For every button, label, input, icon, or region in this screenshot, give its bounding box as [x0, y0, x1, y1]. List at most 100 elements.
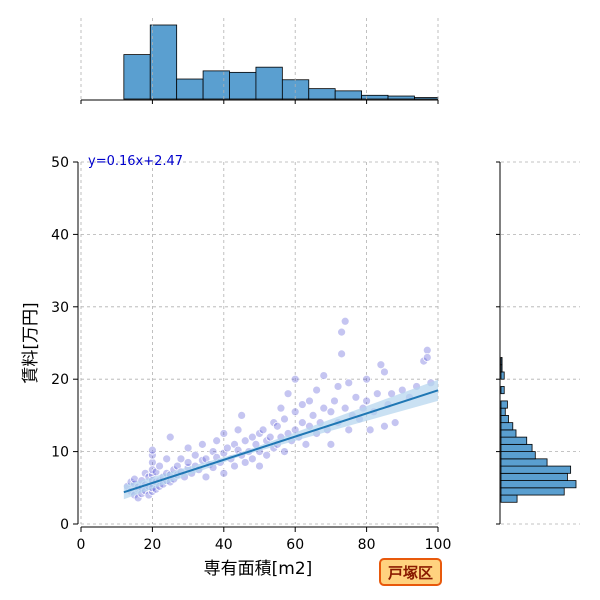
location-badge-label: 戸塚区 — [388, 564, 433, 582]
right-hist-bar — [500, 443, 533, 452]
scatter-point — [276, 403, 286, 413]
scatter-point — [297, 400, 307, 409]
scatter-point — [255, 461, 264, 471]
x-tick-label: 20 — [143, 537, 161, 553]
top-hist-bar — [414, 97, 439, 100]
y-tick-label: 40 — [51, 227, 69, 243]
scatter-point — [190, 450, 200, 460]
scatter-point — [351, 392, 361, 402]
top-hist-bar — [308, 88, 336, 100]
right-hist-bar — [500, 357, 503, 366]
scatter-point — [312, 385, 322, 395]
x-tick-label: 80 — [358, 537, 376, 553]
scatter-point — [326, 407, 336, 417]
scatter-point — [326, 439, 336, 449]
top-marginal-histogram — [80, 18, 439, 104]
scatter-point — [422, 353, 432, 362]
right-hist-bar — [500, 487, 565, 496]
right-hist-bar — [500, 364, 503, 373]
scatter-point — [319, 403, 329, 413]
scatter-point — [308, 410, 318, 420]
right-hist-bar — [500, 371, 505, 380]
scatter-point — [362, 374, 372, 384]
scatter-point — [147, 450, 157, 460]
scatter-point — [165, 432, 175, 442]
scatter-point — [230, 461, 239, 471]
y-tick-label: 0 — [60, 517, 69, 533]
regression-fit — [123, 379, 439, 500]
top-hist-bar — [202, 70, 230, 100]
right-hist-bar — [500, 429, 517, 438]
scatter-point — [340, 316, 350, 326]
right-hist-bar — [500, 414, 509, 424]
regression-line — [123, 389, 439, 494]
y-tick-label: 30 — [51, 300, 69, 316]
right-marginal-histogram — [496, 161, 580, 525]
scatter-point — [340, 403, 350, 413]
top-hist-bar — [123, 54, 151, 100]
main-grid — [80, 161, 439, 525]
scatter-point — [290, 407, 300, 417]
scatter-point — [422, 345, 432, 355]
y-tick-label: 20 — [51, 372, 69, 388]
scatter-point — [147, 445, 157, 455]
scatter-point — [155, 461, 164, 471]
scatter-point — [212, 436, 222, 446]
scatter-point — [372, 389, 382, 399]
right-hist-bar — [500, 451, 536, 460]
scatter-point — [280, 447, 289, 457]
right-hist-bar — [500, 386, 505, 395]
scatter-point — [301, 439, 311, 449]
scatter-point — [162, 454, 172, 464]
scatter-point — [380, 367, 389, 377]
right-hist-bar — [500, 480, 577, 489]
scatter-point — [233, 425, 243, 435]
main-axes: 0 20 40 60 80 100 0 10 20 30 40 50 — [51, 155, 451, 553]
scatter-point — [222, 443, 232, 453]
right-hist-bar — [500, 465, 572, 474]
scatter-point — [197, 439, 207, 449]
scatter-point — [290, 374, 300, 384]
scatter-point — [262, 450, 272, 460]
top-hist-bar — [176, 78, 204, 100]
scatter-point — [183, 458, 193, 467]
regression-equation: y=0.16x+2.47 — [88, 154, 183, 169]
scatter-point — [337, 327, 347, 337]
scatter-point — [176, 454, 186, 464]
x-tick-label: 100 — [425, 537, 452, 553]
scatter-point — [201, 472, 211, 482]
y-tick-label: 10 — [51, 445, 69, 461]
scatter-point — [240, 458, 250, 467]
scatter-point — [147, 458, 157, 467]
scatter-point — [297, 418, 307, 428]
scatter-point — [380, 421, 389, 431]
right-hist-bar — [500, 436, 528, 445]
scatter-point — [344, 425, 354, 435]
top-hist-bar — [361, 94, 389, 100]
location-badge-box — [379, 558, 442, 586]
scatter-point — [258, 425, 268, 435]
scatter-point — [376, 360, 386, 370]
scatter-point — [362, 396, 372, 406]
right-hist-bar — [500, 400, 508, 409]
x-axis-title: 専有面積[m2] — [204, 559, 313, 579]
top-hist-bar — [334, 90, 363, 100]
x-tick-label: 0 — [77, 537, 86, 553]
scatter-point — [337, 349, 347, 359]
scatter-point — [272, 421, 282, 431]
x-tick-label: 60 — [286, 537, 304, 553]
scatter-point — [333, 382, 343, 391]
scatter-point — [247, 454, 257, 464]
scatter-point — [240, 436, 250, 446]
y-tick-label: 50 — [51, 155, 69, 171]
top-hist-bar — [229, 71, 257, 100]
right-hist-bar — [500, 422, 514, 431]
scatter-point — [344, 378, 354, 388]
x-tick-label: 40 — [215, 537, 233, 553]
scatter-point — [219, 429, 229, 438]
top-hist-bar — [387, 95, 415, 100]
scatter-point — [330, 396, 339, 406]
scatter-point — [219, 468, 229, 478]
y-axis-title: 賃料[万円] — [21, 302, 41, 383]
